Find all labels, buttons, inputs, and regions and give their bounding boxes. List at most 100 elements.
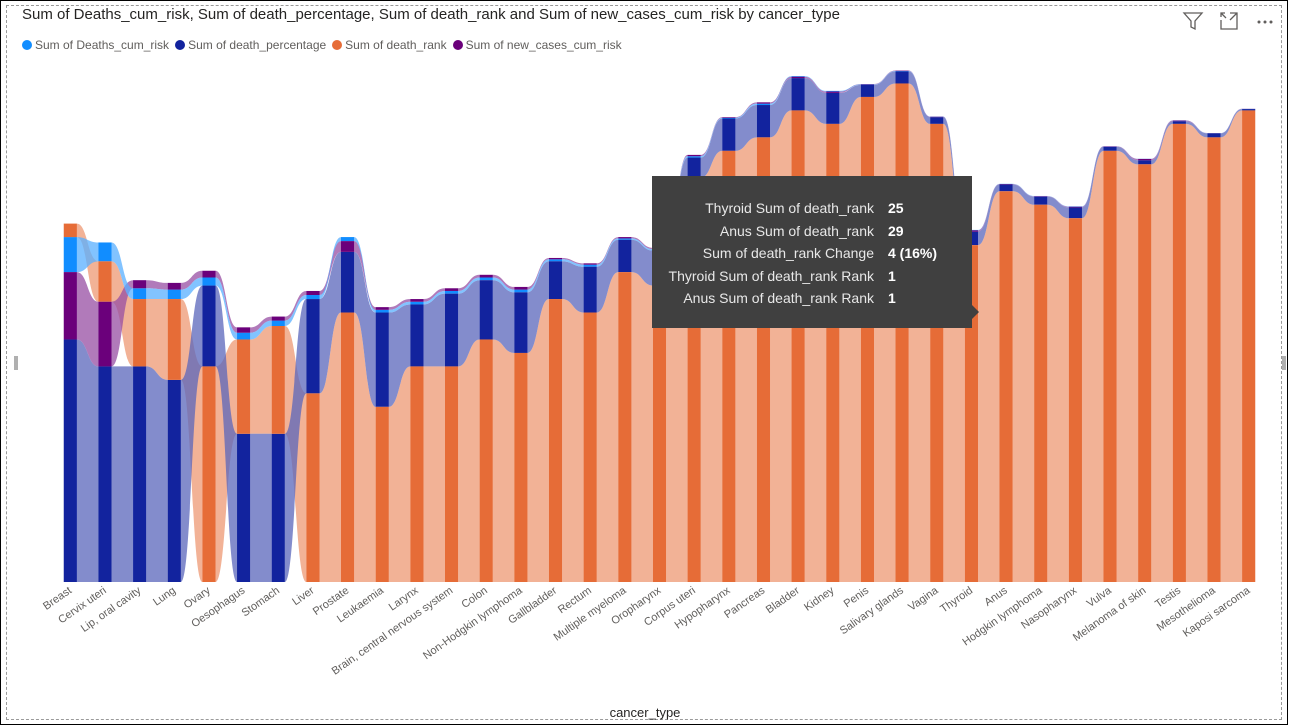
bar-segment[interactable] [548, 261, 563, 300]
bar-segment[interactable] [895, 83, 909, 582]
filter-icon[interactable] [1182, 10, 1204, 32]
ribbon-0-13[interactable] [527, 259, 549, 293]
legend-item[interactable]: Sum of Deaths_cum_risk [22, 38, 169, 52]
ribbon-3-28[interactable] [1047, 196, 1069, 208]
bar-segment[interactable] [479, 277, 493, 281]
ribbon-1-10[interactable] [423, 293, 445, 367]
bar-segment[interactable] [583, 266, 597, 313]
bar-segment[interactable] [375, 406, 389, 582]
bar-segment[interactable] [1138, 158, 1152, 161]
bar-segment[interactable] [237, 327, 251, 333]
bar-segment[interactable] [167, 289, 181, 300]
ribbon-0-29[interactable] [1081, 146, 1104, 207]
bar-segment[interactable] [860, 96, 875, 583]
ribbon-1-2[interactable] [146, 366, 168, 582]
ribbon-2-12[interactable] [492, 339, 515, 582]
bar-segment[interactable] [1068, 207, 1082, 219]
bar-segment[interactable] [1138, 164, 1152, 582]
ribbon-3-15[interactable] [596, 237, 619, 265]
ribbon-0-1[interactable] [111, 242, 134, 300]
ribbon-1-26[interactable] [977, 184, 1000, 246]
bar-segment[interactable] [237, 332, 251, 340]
ribbon-0-16[interactable] [631, 238, 653, 251]
bar-segment[interactable] [514, 352, 528, 582]
bar-segment[interactable] [341, 251, 355, 313]
ribbon-1-6[interactable] [284, 299, 307, 582]
bar-segment[interactable] [756, 105, 771, 138]
ribbon-3-10[interactable] [423, 288, 445, 302]
ribbon-2-31[interactable] [1151, 123, 1173, 582]
bar-segment[interactable] [756, 102, 771, 104]
ribbon-3-2[interactable] [146, 280, 168, 290]
bar-segment[interactable] [444, 290, 459, 294]
ribbon-2-22[interactable] [839, 96, 861, 583]
ribbon-1-21[interactable] [804, 78, 827, 124]
ribbon-2-2[interactable] [146, 299, 168, 380]
ribbon-2-8[interactable] [354, 312, 376, 582]
ribbon-3-22[interactable] [839, 84, 861, 93]
ribbon-1-18[interactable] [700, 118, 723, 178]
bar-segment[interactable] [341, 241, 355, 252]
ribbon-0-3[interactable] [180, 277, 203, 300]
bar-segment[interactable] [826, 91, 840, 93]
ribbon-3-14[interactable] [562, 257, 584, 265]
ribbon-2-11[interactable] [458, 339, 480, 582]
ribbon-0-22[interactable] [839, 84, 861, 92]
ribbon-3-16[interactable] [631, 237, 653, 250]
ribbon-3-9[interactable] [388, 299, 411, 310]
ribbon-2-27[interactable] [1012, 191, 1035, 582]
ribbon-1-16[interactable] [631, 239, 653, 286]
bar-segment[interactable] [1068, 206, 1082, 208]
ribbon-3-23[interactable] [874, 70, 896, 85]
bar-segment[interactable] [375, 307, 389, 310]
ribbon-3-30[interactable] [1116, 146, 1139, 161]
ribbon-2-14[interactable] [562, 299, 584, 582]
bar-segment[interactable] [791, 76, 805, 77]
ribbon-2-28[interactable] [1047, 204, 1069, 582]
bar-segment[interactable] [687, 156, 701, 158]
bar-segment[interactable] [583, 264, 597, 267]
bar-segment[interactable] [202, 285, 216, 367]
ribbon-1-9[interactable] [388, 304, 411, 407]
bar-segment[interactable] [999, 191, 1013, 582]
bar-segment[interactable] [479, 274, 493, 278]
ribbon-3-4[interactable] [215, 270, 238, 333]
ribbon-2-26[interactable] [977, 191, 1000, 582]
ribbon-0-14[interactable] [562, 259, 584, 267]
ribbon-0-12[interactable] [492, 277, 515, 293]
ribbon-3-21[interactable] [804, 76, 827, 93]
bar-segment[interactable] [133, 366, 147, 582]
ribbon-0-30[interactable] [1116, 146, 1139, 159]
ribbon-3-29[interactable] [1081, 146, 1104, 208]
ribbon-0-31[interactable] [1151, 120, 1173, 159]
ribbon-1-14[interactable] [562, 261, 584, 313]
bar-segment[interactable] [1242, 110, 1256, 582]
bar-segment[interactable] [826, 92, 840, 124]
bar-segment[interactable] [999, 184, 1013, 192]
bar-segment[interactable] [1172, 120, 1186, 122]
ribbon-0-11[interactable] [458, 277, 480, 294]
ribbon-1-33[interactable] [1220, 109, 1243, 138]
bar-segment[interactable] [514, 286, 528, 290]
bar-segment[interactable] [722, 118, 736, 151]
bar-segment[interactable] [375, 312, 389, 407]
ribbon-3-3[interactable] [180, 270, 203, 290]
ribbon-1-5[interactable] [250, 433, 272, 582]
bar-segment[interactable] [375, 309, 389, 313]
ribbon-1-23[interactable] [874, 71, 896, 97]
bar-segment[interactable] [930, 117, 944, 124]
bar-segment[interactable] [756, 103, 771, 106]
bar-segment[interactable] [1103, 146, 1117, 151]
bar-segment[interactable] [133, 299, 147, 367]
ribbon-0-0[interactable] [76, 237, 99, 273]
bar-segment[interactable] [202, 277, 216, 286]
ribbon-2-10[interactable] [423, 366, 445, 582]
bar-segment[interactable] [98, 366, 112, 582]
bar-segment[interactable] [306, 393, 320, 582]
bar-segment[interactable] [306, 299, 320, 394]
bar-segment[interactable] [341, 237, 355, 242]
ribbon-0-23[interactable] [874, 70, 896, 85]
resize-handle-left[interactable] [14, 356, 18, 370]
bar-segment[interactable] [167, 299, 181, 380]
bar-segment[interactable] [1172, 123, 1186, 582]
